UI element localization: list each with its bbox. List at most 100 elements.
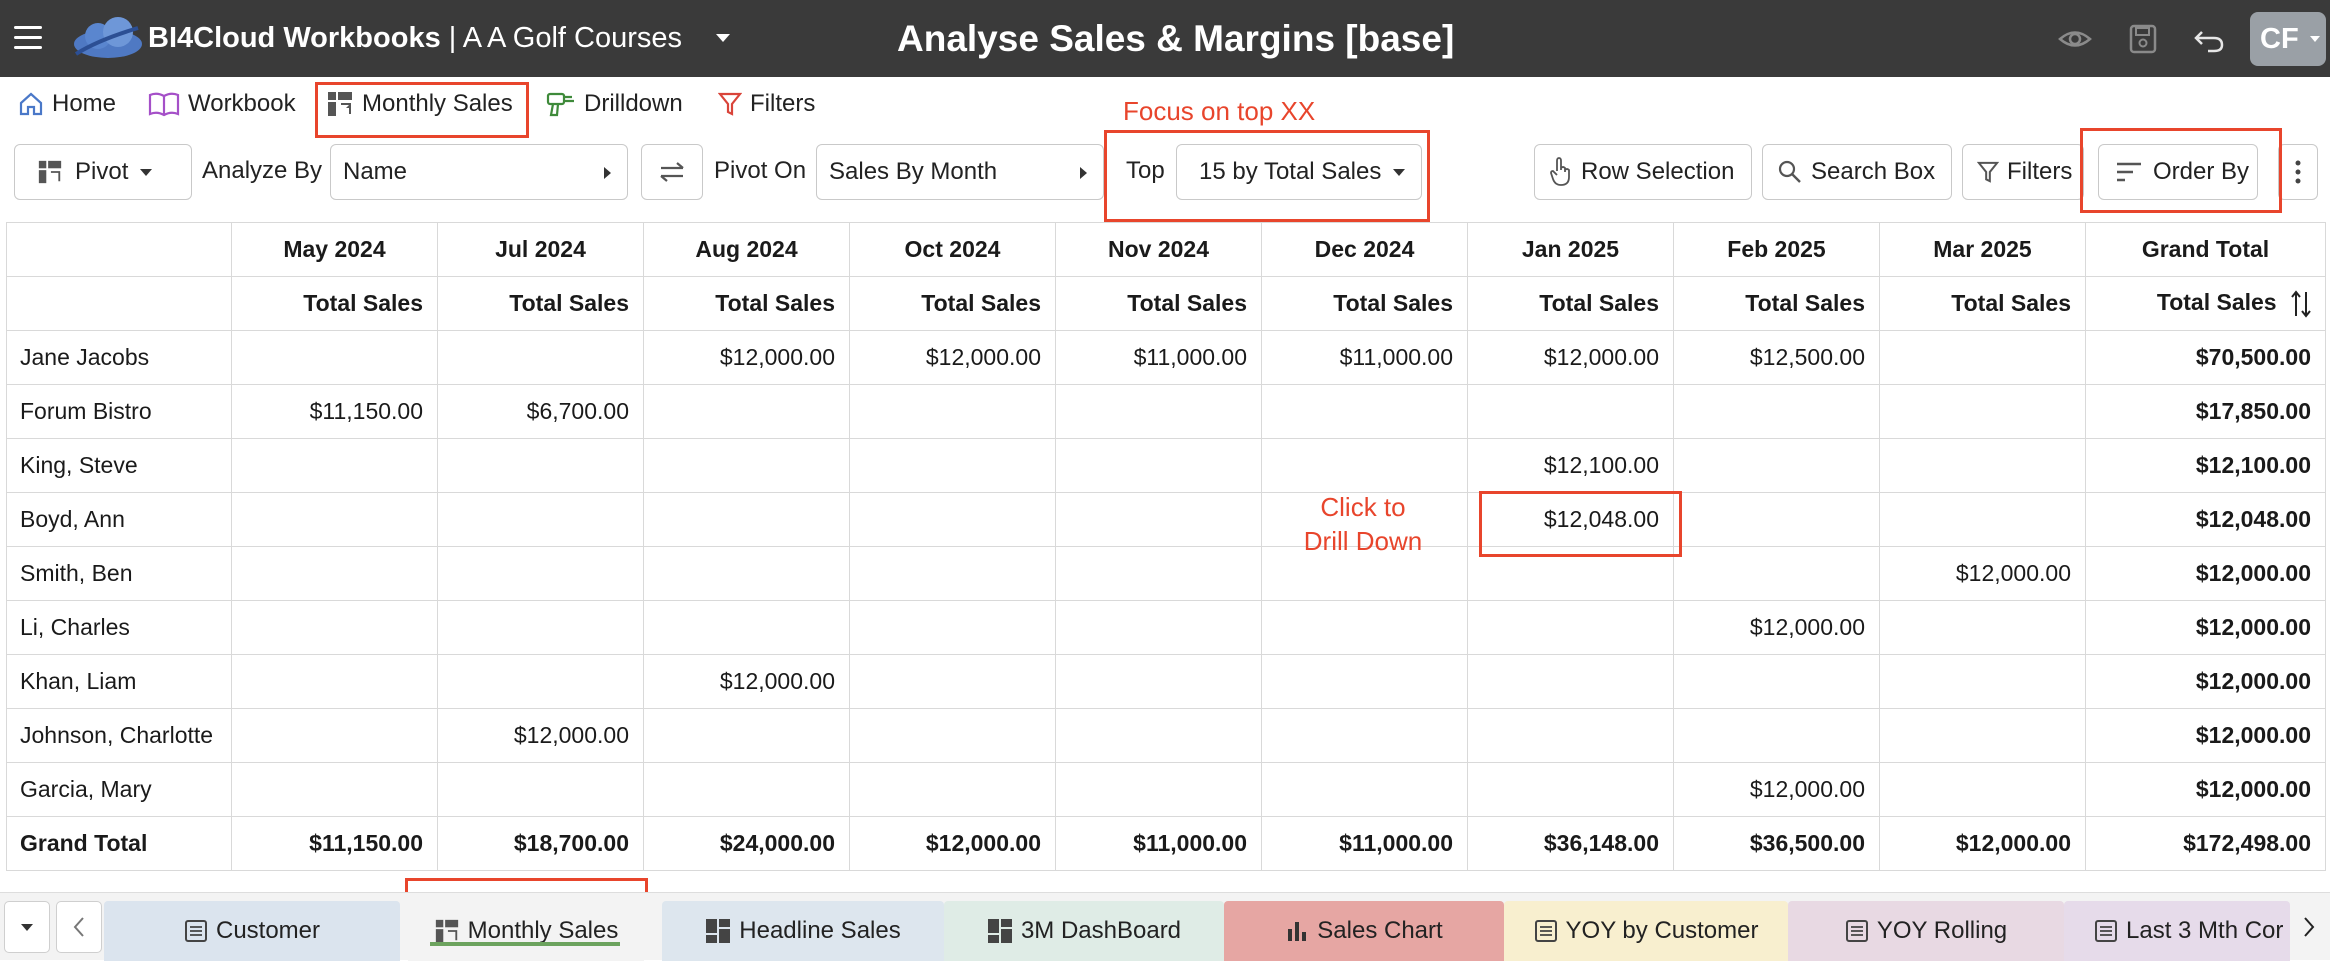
tab-customer[interactable]: Customer bbox=[104, 901, 400, 961]
sales-cell[interactable] bbox=[1055, 600, 1262, 655]
sales-cell[interactable] bbox=[1261, 708, 1468, 763]
sales-cell[interactable] bbox=[437, 654, 644, 709]
sales-cell[interactable]: $36,500.00 bbox=[1673, 816, 1880, 871]
user-avatar[interactable]: CF bbox=[2250, 12, 2326, 66]
sales-cell[interactable] bbox=[437, 762, 644, 817]
measure-header[interactable]: Total Sales bbox=[231, 276, 438, 331]
sales-cell[interactable] bbox=[1673, 546, 1880, 601]
sales-cell[interactable]: $11,000.00 bbox=[1055, 330, 1262, 385]
row-grand-total-cell[interactable]: $12,000.00 bbox=[2085, 708, 2326, 763]
sales-cell[interactable] bbox=[849, 546, 1056, 601]
sales-cell[interactable] bbox=[643, 762, 850, 817]
measure-header[interactable]: Total Sales bbox=[849, 276, 1056, 331]
sales-cell[interactable] bbox=[1055, 708, 1262, 763]
workbook-name[interactable]: A A Golf Courses bbox=[462, 22, 683, 54]
sales-cell[interactable]: $12,000.00 bbox=[849, 330, 1056, 385]
grand-total-header[interactable]: Grand Total bbox=[2085, 222, 2326, 277]
sales-cell[interactable]: $36,148.00 bbox=[1467, 816, 1674, 871]
sales-cell[interactable]: $12,000.00 bbox=[643, 330, 850, 385]
sales-cell[interactable] bbox=[849, 762, 1056, 817]
nav-monthly-sales[interactable]: Monthly Sales bbox=[326, 85, 513, 123]
row-name[interactable]: Smith, Ben bbox=[6, 546, 232, 601]
sales-cell[interactable] bbox=[1467, 600, 1674, 655]
sales-cell[interactable] bbox=[1879, 438, 2086, 493]
row-name[interactable]: Jane Jacobs bbox=[6, 330, 232, 385]
measure-header[interactable]: Total Sales bbox=[437, 276, 644, 331]
measure-header[interactable]: Total Sales bbox=[1055, 276, 1262, 331]
sales-cell[interactable] bbox=[643, 438, 850, 493]
sales-cell[interactable]: $6,700.00 bbox=[437, 384, 644, 439]
sales-cell[interactable] bbox=[437, 330, 644, 385]
sales-cell[interactable] bbox=[437, 492, 644, 547]
sales-cell[interactable]: $11,150.00 bbox=[231, 384, 438, 439]
month-header[interactable]: Dec 2024 bbox=[1261, 222, 1468, 277]
sales-cell[interactable] bbox=[849, 600, 1056, 655]
analyze-by-select[interactable]: Name bbox=[330, 144, 628, 200]
sales-cell[interactable] bbox=[643, 600, 850, 655]
sales-cell[interactable] bbox=[231, 600, 438, 655]
measure-header[interactable]: Total Sales bbox=[1261, 276, 1468, 331]
sales-cell[interactable] bbox=[849, 654, 1056, 709]
sales-cell[interactable]: $18,700.00 bbox=[437, 816, 644, 871]
sales-cell[interactable] bbox=[1261, 600, 1468, 655]
sales-cell[interactable]: $12,000.00 bbox=[1673, 600, 1880, 655]
sales-cell[interactable] bbox=[437, 600, 644, 655]
month-header[interactable]: Aug 2024 bbox=[643, 222, 850, 277]
nav-drilldown[interactable]: Drilldown bbox=[546, 85, 683, 123]
filters-button[interactable]: Filters bbox=[1962, 144, 2084, 200]
row-grand-total-cell[interactable]: $12,000.00 bbox=[2085, 546, 2326, 601]
sales-cell[interactable] bbox=[1467, 708, 1674, 763]
row-grand-total-cell[interactable]: $12,100.00 bbox=[2085, 438, 2326, 493]
sales-cell[interactable] bbox=[1879, 654, 2086, 709]
sales-cell[interactable]: $12,000.00 bbox=[437, 708, 644, 763]
sales-cell[interactable]: $24,000.00 bbox=[643, 816, 850, 871]
sales-cell[interactable] bbox=[849, 492, 1056, 547]
sales-cell[interactable] bbox=[1467, 654, 1674, 709]
sales-cell[interactable] bbox=[1879, 492, 2086, 547]
sales-cell[interactable]: $12,000.00 bbox=[643, 654, 850, 709]
month-header[interactable]: May 2024 bbox=[231, 222, 438, 277]
nav-home[interactable]: Home bbox=[18, 85, 116, 123]
tab-headline-sales[interactable]: Headline Sales bbox=[662, 901, 944, 961]
top-n-select[interactable]: 15 by Total Sales bbox=[1176, 144, 1422, 200]
measure-header[interactable]: Total Sales bbox=[643, 276, 850, 331]
sales-cell[interactable] bbox=[1261, 384, 1468, 439]
undo-icon[interactable] bbox=[2192, 24, 2226, 54]
row-grand-total-cell[interactable]: $17,850.00 bbox=[2085, 384, 2326, 439]
tab-yoy-rolling[interactable]: YOY Rolling bbox=[1788, 901, 2064, 961]
row-name[interactable]: Forum Bistro bbox=[6, 384, 232, 439]
swap-button[interactable] bbox=[641, 144, 703, 200]
month-header[interactable]: Nov 2024 bbox=[1055, 222, 1262, 277]
row-name[interactable]: Li, Charles bbox=[6, 600, 232, 655]
sales-cell[interactable] bbox=[1673, 708, 1880, 763]
sort-icon[interactable] bbox=[2291, 290, 2311, 318]
month-header[interactable]: Feb 2025 bbox=[1673, 222, 1880, 277]
sales-cell[interactable] bbox=[231, 438, 438, 493]
more-options-button[interactable] bbox=[2278, 144, 2318, 200]
sales-cell[interactable] bbox=[643, 546, 850, 601]
sales-cell[interactable]: $12,500.00 bbox=[1673, 330, 1880, 385]
sales-cell[interactable]: $11,000.00 bbox=[1055, 816, 1262, 871]
save-icon[interactable] bbox=[2126, 24, 2160, 54]
sales-cell[interactable] bbox=[437, 546, 644, 601]
sales-cell[interactable] bbox=[1055, 492, 1262, 547]
sales-cell[interactable] bbox=[231, 492, 438, 547]
sales-cell[interactable]: $11,000.00 bbox=[1261, 330, 1468, 385]
row-name[interactable]: Johnson, Charlotte bbox=[6, 708, 232, 763]
row-selection-button[interactable]: Row Selection bbox=[1534, 144, 1752, 200]
sales-cell[interactable]: $12,000.00 bbox=[1879, 546, 2086, 601]
measure-header[interactable]: Total Sales bbox=[1467, 276, 1674, 331]
sales-cell[interactable]: $12,000.00 bbox=[1673, 762, 1880, 817]
row-grand-total-cell[interactable]: $172,498.00 bbox=[2085, 816, 2326, 871]
measure-header[interactable]: Total Sales bbox=[1673, 276, 1880, 331]
sales-cell[interactable] bbox=[1673, 438, 1880, 493]
month-header[interactable]: Jul 2024 bbox=[437, 222, 644, 277]
row-name[interactable]: King, Steve bbox=[6, 438, 232, 493]
sales-cell[interactable] bbox=[1879, 708, 2086, 763]
nav-filters[interactable]: Filters bbox=[718, 85, 815, 123]
sales-cell[interactable] bbox=[1673, 384, 1880, 439]
sales-cell[interactable] bbox=[437, 438, 644, 493]
sales-cell[interactable] bbox=[1467, 384, 1674, 439]
row-grand-total-cell[interactable]: $70,500.00 bbox=[2085, 330, 2326, 385]
menu-icon[interactable] bbox=[14, 26, 42, 50]
